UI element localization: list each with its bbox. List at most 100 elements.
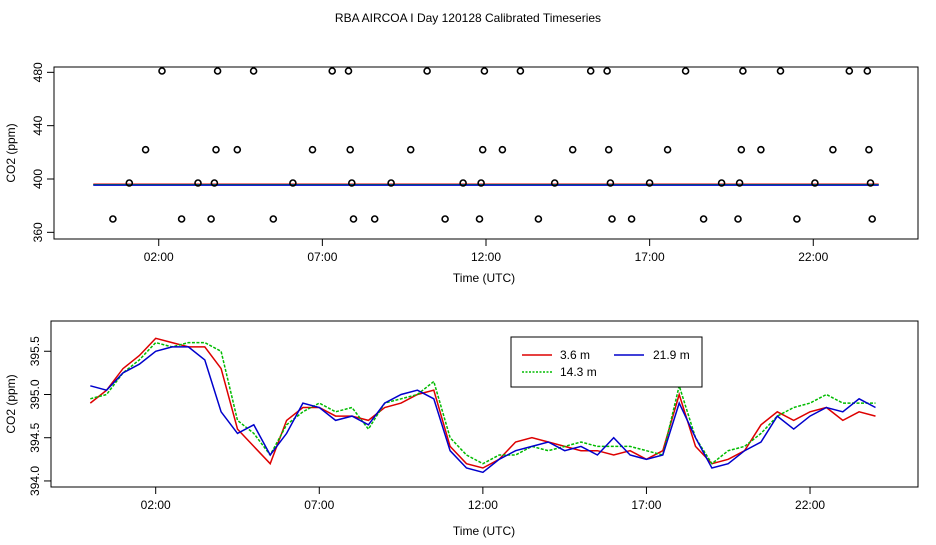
y-tick-label: 360: [31, 222, 45, 242]
legend-label-14-3m: 14.3 m: [560, 365, 597, 379]
reference-point: [387, 179, 395, 187]
reference-point: [829, 145, 837, 154]
reference-point: [177, 215, 186, 223]
y-axis: 360 400 440 480: [31, 62, 54, 242]
reference-point: [480, 67, 489, 75]
reference-point: [346, 145, 355, 154]
reference-point: [516, 67, 525, 75]
reference-point: [606, 179, 615, 187]
reference-point: [603, 67, 611, 75]
chart-title: RBA AIRCOA I Day 120128 Calibrated Times…: [335, 11, 601, 25]
reference-point: [344, 67, 353, 75]
reference-point: [793, 215, 801, 223]
x-axis-label: Time (UTC): [453, 271, 515, 285]
y-tick-label: 440: [31, 115, 45, 135]
reference-point: [717, 179, 726, 187]
reference-point: [608, 215, 616, 223]
reference-point: [269, 215, 278, 223]
reference-point: [604, 145, 613, 154]
reference-point: [811, 179, 819, 187]
x-tick-label: 07:00: [304, 498, 334, 512]
x-axis: 02:00 07:00 12:00 17:00 22:00: [144, 239, 829, 264]
plot-frame: [50, 320, 919, 488]
reference-point: [212, 145, 220, 154]
legend-label-21-9m: 21.9 m: [653, 348, 690, 362]
reference-point: [866, 179, 875, 187]
reference-point: [550, 179, 559, 187]
reference-point: [477, 179, 485, 187]
legend: 3.6 m 21.9 m 14.3 m: [510, 336, 703, 388]
reference-point: [534, 215, 543, 223]
reference-point: [737, 145, 746, 154]
reference-point: [370, 215, 379, 223]
reference-point: [475, 215, 484, 223]
reference-point: [478, 145, 487, 154]
reference-point: [328, 67, 337, 75]
y-tick-label: 394.0: [28, 466, 42, 496]
y-tick-label: 395.0: [28, 379, 42, 409]
y-tick-label: 395.5: [28, 336, 42, 366]
x-tick-label: 22:00: [795, 498, 825, 512]
reference-point: [586, 67, 595, 75]
series-lines: [93, 183, 879, 186]
reference-point: [109, 215, 117, 223]
x-tick-label: 07:00: [307, 250, 337, 264]
reference-point: [681, 67, 690, 75]
x-tick-label: 12:00: [468, 498, 498, 512]
x-axis-label: Time (UTC): [453, 524, 515, 538]
reference-point: [125, 179, 134, 187]
reference-point: [699, 215, 708, 223]
y-tick-label: 400: [31, 169, 45, 189]
reference-point: [739, 67, 747, 75]
reference-point: [233, 145, 242, 154]
reference-points: [109, 67, 877, 223]
x-tick-label: 02:00: [144, 250, 174, 264]
reference-point: [406, 145, 415, 154]
y-axis: 394.0 394.5 395.0 395.5: [28, 336, 51, 496]
panel-reference-cylinders: 360 400 440 480 02:00 07:00 12:00 17:00 22:00 T…: [4, 62, 919, 285]
x-axis: 02:00 07:00 12:00 17:00 22:00: [141, 487, 825, 512]
legend-label-3-6m: 3.6 m: [560, 348, 590, 362]
panel-intake-heights: 394.0 394.5 395.0 395.5 02:00 07:00 12:00 17:0…: [4, 320, 919, 538]
reference-point: [627, 215, 636, 223]
plot-frame: [53, 66, 919, 240]
reference-point: [308, 145, 317, 154]
reference-point: [213, 67, 222, 75]
y-tick-label: 480: [31, 62, 45, 82]
series-lines: [89, 337, 876, 474]
series-line-14-3-m: [90, 341, 876, 465]
reference-point: [347, 179, 356, 187]
y-tick-label: 394.5: [28, 422, 42, 452]
reference-point: [210, 179, 219, 187]
reference-point: [194, 179, 202, 187]
series-line-3-6-m: [89, 337, 876, 469]
reference-point: [645, 179, 654, 187]
x-tick-label: 12:00: [471, 250, 501, 264]
x-tick-label: 22:00: [798, 250, 828, 264]
reference-point: [141, 145, 150, 154]
x-tick-label: 17:00: [631, 498, 661, 512]
x-tick-label: 17:00: [635, 250, 665, 264]
reference-point: [734, 215, 742, 223]
reference-point: [289, 179, 297, 187]
reference-point: [776, 67, 785, 75]
reference-point: [207, 215, 215, 223]
reference-point: [441, 215, 449, 223]
series-line-21-9-m: [90, 346, 876, 474]
reference-point: [868, 215, 877, 223]
reference-point: [863, 67, 872, 75]
reference-point: [459, 179, 467, 187]
reference-point: [845, 67, 854, 75]
reference-point: [757, 145, 765, 154]
y-axis-label: CO2 (ppm): [4, 374, 18, 433]
reference-point: [158, 67, 166, 75]
reference-point: [735, 179, 744, 187]
reference-point: [249, 67, 258, 75]
reference-point: [865, 145, 873, 154]
y-axis-label: CO2 (ppm): [4, 123, 18, 182]
legend-box: [510, 336, 703, 388]
reference-point: [423, 67, 431, 75]
reference-point: [498, 145, 507, 154]
